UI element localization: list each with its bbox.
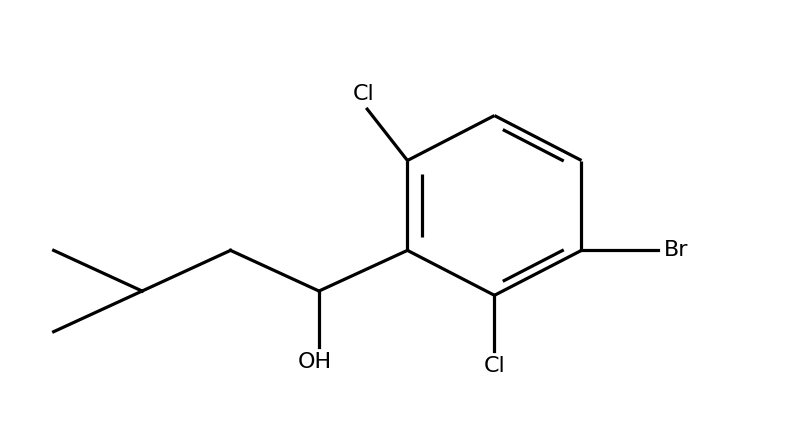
Text: Cl: Cl (483, 356, 505, 376)
Text: OH: OH (298, 352, 332, 372)
Text: Br: Br (663, 241, 688, 260)
Text: Cl: Cl (352, 84, 373, 104)
